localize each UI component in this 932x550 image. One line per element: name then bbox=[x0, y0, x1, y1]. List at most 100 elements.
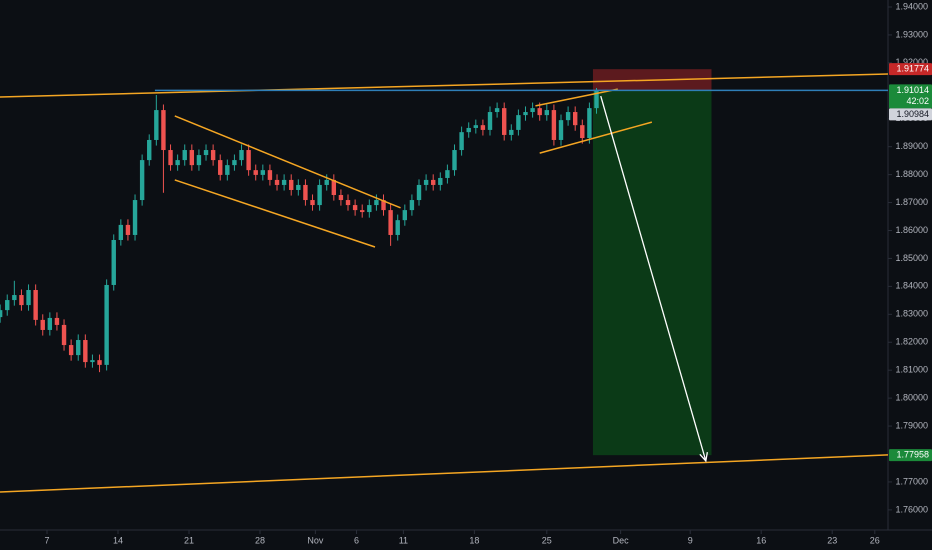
x-tick-label: 28 bbox=[255, 535, 265, 545]
candle-body bbox=[303, 184, 308, 201]
y-tick-label: 1.92000 bbox=[895, 57, 928, 67]
y-tick-label: 1.93000 bbox=[895, 29, 928, 39]
candle-body bbox=[445, 170, 450, 178]
price-label: 1.91014 bbox=[896, 85, 929, 95]
y-tick-label: 1.87000 bbox=[895, 197, 928, 207]
last-price-box bbox=[889, 108, 932, 121]
price-axis bbox=[888, 0, 932, 550]
candle-body bbox=[374, 200, 379, 206]
candle-body bbox=[423, 179, 429, 185]
candle-body bbox=[402, 210, 408, 221]
candle-body bbox=[47, 317, 53, 330]
candle-body bbox=[12, 295, 17, 301]
candle-body bbox=[338, 195, 344, 201]
candle-body bbox=[544, 110, 550, 116]
candle-body bbox=[494, 108, 500, 113]
candle-body bbox=[246, 150, 251, 171]
candle-body bbox=[388, 210, 393, 235]
candle-body bbox=[175, 160, 180, 166]
price-label-box bbox=[889, 84, 932, 109]
y-tick-label: 1.81000 bbox=[895, 365, 928, 375]
candle-body bbox=[54, 317, 60, 325]
candle-body bbox=[572, 112, 578, 126]
x-tick-label: 23 bbox=[827, 535, 837, 545]
x-tick-label: 25 bbox=[542, 535, 552, 545]
candle-body bbox=[147, 139, 152, 161]
candle-body bbox=[409, 200, 415, 211]
candle-body bbox=[33, 290, 38, 320]
candle-body bbox=[225, 165, 230, 175]
last-price-label: 1.90984 bbox=[896, 109, 929, 119]
candle-body bbox=[267, 170, 273, 180]
candle-body bbox=[324, 179, 329, 185]
candle-body bbox=[530, 108, 535, 113]
candle-body bbox=[132, 200, 138, 235]
candle-body bbox=[281, 179, 287, 185]
candle-body bbox=[466, 127, 471, 133]
arrow-head bbox=[699, 452, 708, 463]
y-tick-label: 1.89000 bbox=[895, 141, 928, 151]
candle-body bbox=[289, 179, 294, 190]
y-tick-label: 1.83000 bbox=[895, 309, 928, 319]
candle-body bbox=[111, 239, 116, 285]
y-tick-label: 1.80000 bbox=[895, 393, 928, 403]
candle-body bbox=[352, 205, 358, 211]
candle-body bbox=[310, 200, 315, 206]
candle-body bbox=[232, 160, 237, 166]
candle-body bbox=[203, 150, 209, 156]
candle-body bbox=[40, 319, 45, 330]
candle-body bbox=[5, 300, 10, 311]
candle-body bbox=[587, 108, 592, 139]
x-tick-label: 14 bbox=[113, 535, 123, 545]
x-tick-label: 6 bbox=[354, 535, 359, 545]
y-tick-label: 1.84000 bbox=[895, 281, 928, 291]
candle-body bbox=[218, 160, 223, 175]
candle-body bbox=[154, 110, 159, 140]
candle-body bbox=[97, 360, 102, 365]
candle-body bbox=[502, 108, 507, 135]
candle-body bbox=[487, 112, 493, 130]
candle-body bbox=[459, 132, 464, 151]
x-tick-label: 9 bbox=[688, 535, 693, 545]
candle-body bbox=[182, 150, 187, 161]
candle-body bbox=[594, 89, 599, 109]
trendline bbox=[0, 73, 889, 98]
candle-body bbox=[274, 179, 280, 185]
candle-body bbox=[331, 179, 337, 196]
candle-body bbox=[580, 125, 585, 139]
price-label-box bbox=[889, 449, 932, 462]
trendline bbox=[539, 121, 653, 154]
candle-body bbox=[452, 150, 457, 171]
candle-body bbox=[61, 324, 67, 346]
candle-body bbox=[19, 295, 24, 306]
trendline bbox=[174, 115, 401, 209]
candle-body bbox=[438, 177, 443, 185]
y-tick-label: 1.85000 bbox=[895, 253, 928, 263]
price-label: 1.77958 bbox=[896, 450, 929, 460]
x-tick-label: 21 bbox=[184, 535, 194, 545]
candle-body bbox=[239, 150, 244, 161]
candle-body bbox=[68, 345, 74, 356]
candle-body bbox=[118, 224, 124, 240]
x-tick-label: Nov bbox=[307, 535, 324, 545]
candle-body bbox=[76, 340, 81, 356]
candle-body bbox=[480, 125, 486, 130]
candle-body bbox=[473, 125, 479, 128]
candle-body bbox=[381, 200, 386, 211]
candle-body bbox=[431, 179, 436, 185]
candle-body bbox=[516, 115, 521, 130]
candle-body bbox=[395, 220, 400, 235]
x-tick-label: 11 bbox=[399, 535, 408, 545]
candle-body bbox=[196, 155, 202, 166]
candle-body bbox=[260, 170, 266, 175]
candle-body bbox=[26, 290, 31, 306]
candle-body bbox=[83, 340, 88, 363]
candle-body bbox=[0, 310, 3, 318]
trendline bbox=[0, 454, 889, 493]
price-label: 1.91774 bbox=[896, 64, 929, 74]
y-tick-label: 1.79000 bbox=[895, 420, 928, 430]
arrow bbox=[600, 95, 707, 462]
candle-body bbox=[125, 224, 131, 235]
candle-body bbox=[253, 170, 258, 175]
candle-body bbox=[317, 184, 322, 206]
